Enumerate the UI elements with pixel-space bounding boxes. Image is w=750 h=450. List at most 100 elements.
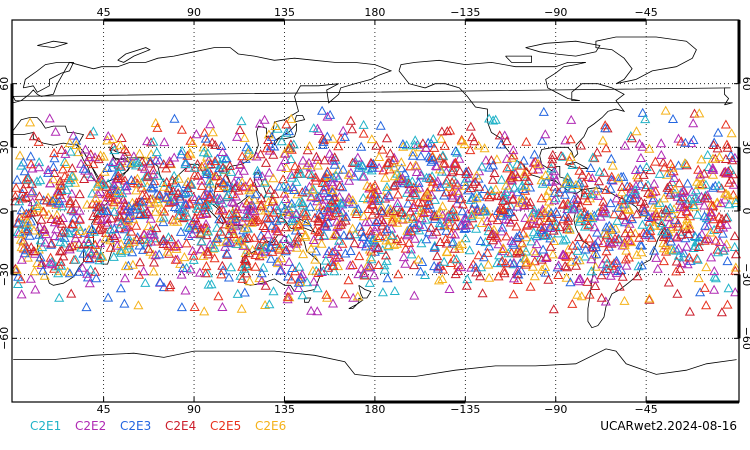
observation-marker bbox=[526, 212, 537, 222]
observation-marker bbox=[594, 166, 605, 176]
coastline-path bbox=[595, 36, 697, 85]
observation-marker bbox=[134, 209, 145, 219]
observation-marker bbox=[611, 193, 622, 203]
observation-marker bbox=[671, 256, 682, 266]
observation-marker bbox=[551, 175, 562, 185]
observation-marker bbox=[256, 275, 267, 285]
observation-marker bbox=[214, 205, 225, 215]
observation-marker bbox=[471, 267, 482, 277]
observation-marker bbox=[609, 233, 621, 243]
observation-marker bbox=[331, 170, 342, 180]
observation-marker bbox=[397, 173, 408, 183]
observation-marker bbox=[290, 266, 301, 276]
observation-marker bbox=[718, 222, 729, 232]
observation-marker bbox=[65, 195, 76, 205]
observation-marker bbox=[591, 249, 602, 259]
observation-marker bbox=[410, 189, 421, 200]
observation-marker bbox=[381, 133, 393, 143]
observation-marker bbox=[162, 246, 173, 256]
observation-marker bbox=[307, 184, 318, 194]
observation-marker bbox=[449, 221, 461, 231]
observation-marker bbox=[388, 206, 399, 216]
observation-marker bbox=[49, 153, 60, 163]
observation-marker bbox=[67, 219, 79, 229]
observation-marker bbox=[504, 161, 515, 171]
observation-marker bbox=[553, 260, 564, 270]
observation-marker bbox=[421, 172, 432, 182]
observation-marker bbox=[626, 236, 637, 247]
observation-marker bbox=[302, 277, 313, 287]
observation-marker bbox=[184, 222, 195, 232]
observation-marker bbox=[58, 251, 69, 261]
observation-marker bbox=[347, 223, 358, 233]
observation-marker bbox=[564, 224, 575, 234]
observation-marker bbox=[243, 248, 254, 258]
observation-marker bbox=[379, 226, 390, 236]
observation-marker bbox=[264, 167, 275, 177]
observation-marker bbox=[367, 209, 378, 219]
observation-marker bbox=[389, 285, 400, 295]
observation-marker bbox=[293, 282, 304, 292]
observation-marker bbox=[54, 246, 65, 256]
observation-marker bbox=[701, 261, 712, 272]
observation-marker bbox=[123, 243, 134, 253]
observation-marker bbox=[246, 151, 257, 161]
observation-marker bbox=[652, 263, 663, 273]
observation-marker bbox=[505, 201, 516, 211]
observation-marker bbox=[533, 164, 544, 174]
observation-marker bbox=[570, 179, 581, 189]
observation-marker bbox=[479, 206, 490, 216]
observation-marker bbox=[675, 226, 686, 236]
observation-marker bbox=[228, 231, 240, 241]
observation-marker bbox=[411, 161, 422, 171]
observation-marker bbox=[586, 254, 597, 264]
observation-marker bbox=[262, 229, 273, 239]
observation-marker bbox=[449, 212, 460, 222]
observation-marker bbox=[126, 226, 137, 236]
observation-marker bbox=[303, 157, 315, 167]
observation-marker bbox=[721, 188, 732, 198]
observation-marker bbox=[719, 242, 730, 252]
observation-marker bbox=[297, 187, 308, 197]
observation-marker bbox=[195, 244, 207, 254]
observation-marker bbox=[579, 251, 591, 261]
observation-marker bbox=[450, 159, 461, 169]
observation-marker bbox=[260, 222, 271, 232]
observation-marker bbox=[240, 181, 251, 191]
observation-marker bbox=[624, 204, 635, 214]
observation-marker bbox=[241, 142, 252, 152]
observation-marker bbox=[600, 123, 611, 133]
observation-marker bbox=[73, 147, 84, 157]
observation-marker bbox=[448, 236, 459, 246]
observation-marker bbox=[404, 237, 415, 247]
observation-marker bbox=[522, 257, 533, 267]
observation-marker bbox=[433, 208, 444, 218]
observation-marker bbox=[370, 188, 381, 199]
observation-marker bbox=[377, 287, 388, 297]
observation-marker bbox=[264, 203, 275, 213]
observation-marker bbox=[562, 220, 573, 230]
observation-marker bbox=[68, 206, 79, 216]
observation-marker bbox=[375, 120, 386, 130]
observation-marker bbox=[658, 237, 669, 248]
observation-marker bbox=[330, 229, 341, 239]
observation-marker bbox=[708, 139, 719, 149]
observation-marker bbox=[337, 182, 348, 192]
observation-marker bbox=[630, 180, 642, 190]
observation-marker bbox=[26, 159, 37, 169]
observation-marker bbox=[691, 237, 702, 247]
observation-marker bbox=[589, 152, 600, 163]
observation-marker bbox=[37, 242, 48, 252]
observation-marker bbox=[624, 235, 636, 246]
observation-marker bbox=[358, 211, 369, 221]
observation-marker bbox=[293, 197, 305, 207]
observation-marker bbox=[606, 153, 617, 163]
observation-marker bbox=[449, 243, 460, 253]
observation-marker bbox=[29, 266, 40, 276]
observation-marker bbox=[90, 193, 101, 203]
observation-marker bbox=[119, 298, 130, 308]
observation-marker bbox=[549, 166, 560, 176]
observation-marker bbox=[652, 199, 663, 209]
observation-marker bbox=[134, 148, 145, 158]
observation-marker bbox=[454, 166, 465, 176]
